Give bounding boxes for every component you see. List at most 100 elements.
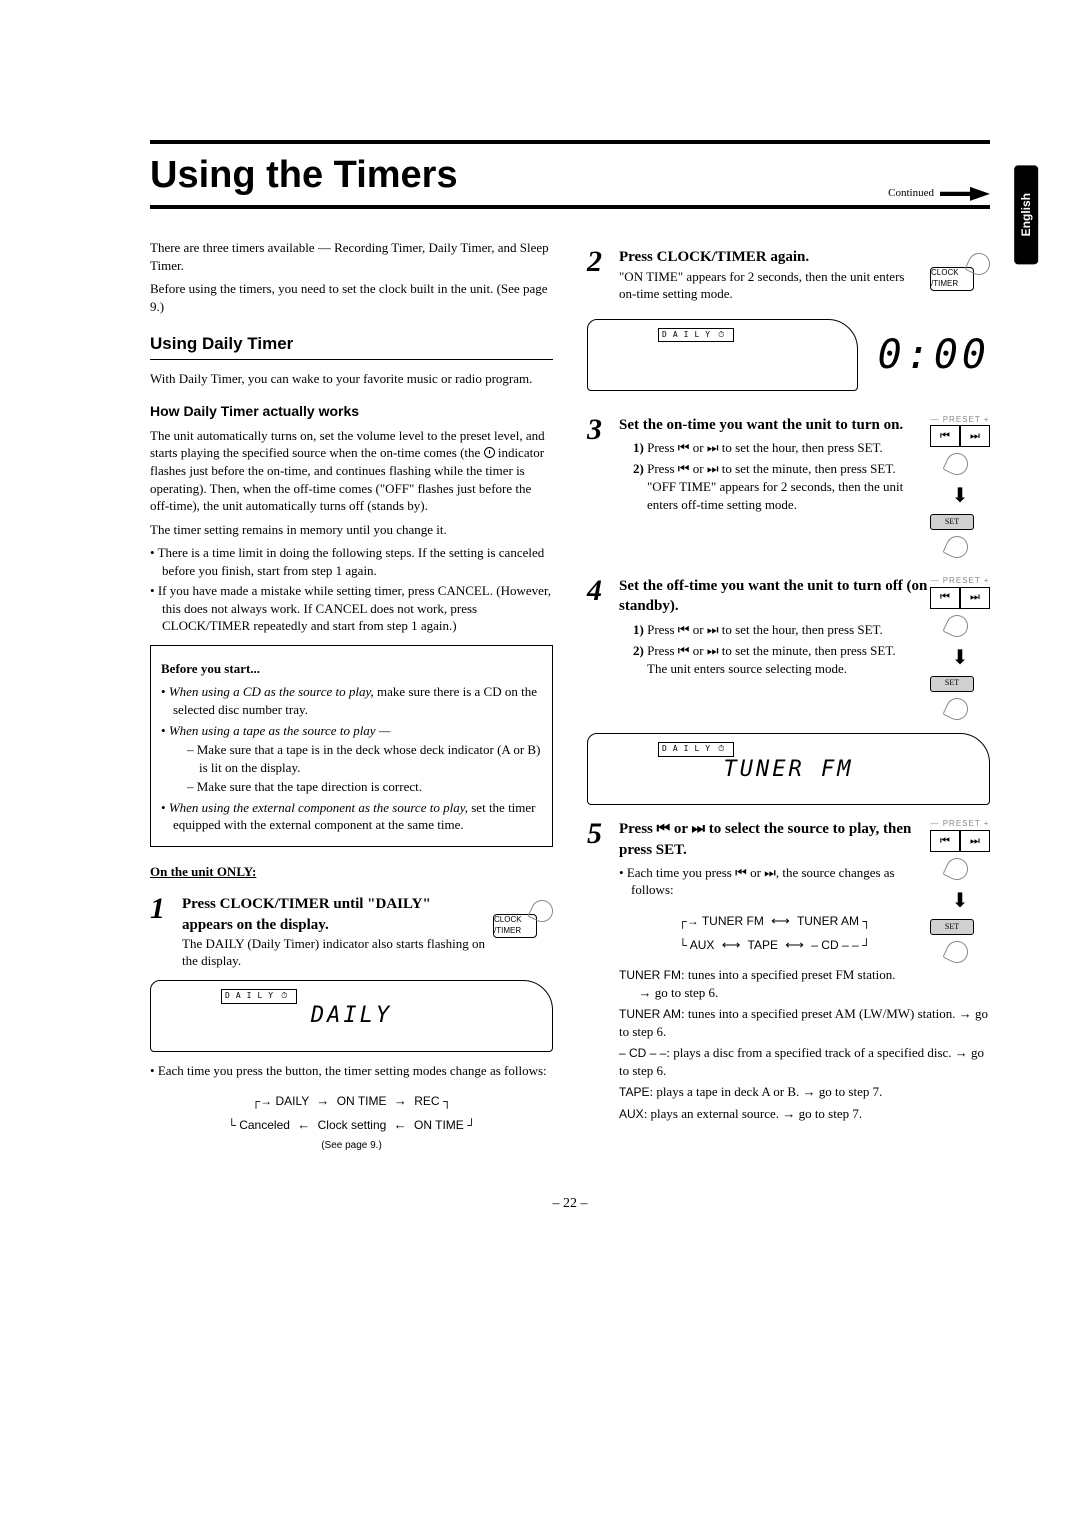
display-panel-tuner: DAILY TUNER FM — [587, 733, 990, 805]
src-aux-goto: go to step 7. — [782, 1106, 862, 1121]
timer-mode-flow: ┌→ DAILY → ON TIME → REC ┐ └ Canceled ← … — [150, 1089, 553, 1154]
box-cd: When using a CD as the source to play, m… — [161, 683, 542, 718]
skip-icon-2: ⏮ or ⏭ — [678, 461, 719, 476]
skip-icon-5h: ⏮ or ⏭ — [657, 821, 705, 837]
box-tape: When using a tape as the source to play … — [161, 722, 542, 796]
finger-icon-5a — [942, 855, 971, 884]
set-button-icon: SET — [930, 514, 974, 530]
src-tape-goto: go to step 7. — [803, 1084, 883, 1099]
flow-rec: REC — [414, 1094, 439, 1108]
src-tam: TUNER AM — [619, 1007, 681, 1021]
src-tfm-txt: : tunes into a specified preset FM stati… — [681, 967, 895, 982]
flow-tam: TUNER AM — [797, 914, 859, 928]
finger-icon-3b — [942, 533, 971, 562]
down-arrow-icon-5: ⬇ — [930, 888, 990, 915]
language-tab: English — [1014, 165, 1038, 264]
preset-label-4: — PRESET + — [930, 576, 990, 587]
box-ext: When using the external component as the… — [161, 799, 542, 834]
section-daily-timer: Using Daily Timer — [150, 333, 553, 360]
daily-intro: With Daily Timer, you can wake to your f… — [150, 370, 553, 388]
unit-only-heading: On the unit ONLY: — [150, 863, 553, 881]
flow-clock: Clock setting — [318, 1118, 387, 1132]
skip-icon-4b: ⏮ or ⏭ — [678, 643, 719, 658]
step-2-number: 2 — [587, 247, 609, 302]
bullet-1: There is a time limit in doing the follo… — [150, 544, 553, 579]
step-5-number: 5 — [587, 819, 609, 1126]
prev-button-icon: ⏮ — [930, 425, 960, 447]
source-descriptions: TUNER FM: tunes into a specified preset … — [619, 966, 990, 1122]
daily-indicator-icon-4: DAILY — [658, 742, 734, 757]
display-tuner-text: TUNER FM — [724, 755, 854, 785]
src-tfm: TUNER FM — [619, 968, 681, 982]
src-tape: TAPE — [619, 1085, 649, 1099]
flow-tape: TAPE — [748, 938, 778, 952]
box-tape-1: Make sure that a tape is in the deck who… — [187, 741, 542, 776]
box-tape-label: When using a tape as the source to play … — [169, 723, 391, 738]
set-button-icon-4: SET — [930, 676, 974, 692]
skip-icon-4a: ⏮ or ⏭ — [678, 622, 719, 637]
preset-set-controls-5: — PRESET + ⏮⏭ ⬇ SET — [930, 819, 990, 966]
step-1-after: Each time you press the button, the time… — [150, 1062, 553, 1080]
step-3: 3 — PRESET + ⏮⏭ ⬇ SET Set the on-time yo… — [587, 415, 990, 562]
src-aux-txt: : plays an external source. — [644, 1106, 783, 1121]
preset-set-controls-4: — PRESET + ⏮⏭ ⬇ SET — [930, 576, 990, 723]
src-tfm-goto: go to step 6. — [639, 985, 719, 1000]
skip-icon: ⏮ or ⏭ — [678, 440, 719, 455]
clock-indicator-icon — [484, 447, 495, 458]
src-cd-txt: : plays a disc from a specified track of… — [666, 1045, 954, 1060]
how-bullets: There is a time limit in doing the follo… — [150, 544, 553, 635]
flow-daily: DAILY — [275, 1094, 309, 1108]
flow-ontime2: ON TIME — [414, 1118, 464, 1132]
finger-icon-4b — [942, 694, 971, 723]
page-title: Using the Timers — [150, 150, 458, 201]
page-number: – 22 – — [150, 1195, 990, 1214]
down-arrow-icon-4: ⬇ — [930, 645, 990, 672]
daily-indicator-icon: DAILY — [221, 989, 297, 1004]
flow-cd: – CD – – — [811, 938, 858, 952]
daily-indicator-icon-2: DAILY — [658, 328, 734, 343]
display-panel-daily: DAILY DAILY — [150, 980, 553, 1052]
step-4: 4 — PRESET + ⏮⏭ ⬇ SET Set the off-time y… — [587, 576, 990, 723]
finger-icon-5b — [942, 937, 971, 966]
continued-arrow-icon — [940, 187, 990, 201]
how-works-body: The unit automatically turns on, set the… — [150, 427, 553, 515]
intro-p1: There are three timers available — Recor… — [150, 239, 553, 274]
finger-icon-4a — [942, 611, 971, 640]
before-you-start-box: Before you start... When using a CD as t… — [150, 645, 553, 847]
step-4-number: 4 — [587, 576, 609, 723]
right-column: 2 CLOCK /TIMER Press CLOCK/TIMER again. … — [587, 233, 990, 1164]
flow-aux: AUX — [690, 938, 715, 952]
intro-p2: Before using the timers, you need to set… — [150, 280, 553, 315]
box-head: Before you start... — [161, 661, 260, 676]
preset-set-controls-3: — PRESET + ⏮⏭ ⬇ SET — [930, 415, 990, 562]
continued-label: Continued — [888, 186, 934, 201]
next-button-icon: ⏭ — [960, 425, 990, 447]
how-works-heading: How Daily Timer actually works — [150, 402, 553, 421]
title-bar: Using the Timers Continued — [150, 140, 990, 209]
flow-note: (See page 9.) — [150, 1137, 553, 1155]
finger-icon-3a — [942, 450, 971, 479]
step-1: 1 CLOCK /TIMER Press CLOCK/TIMER until "… — [150, 894, 553, 970]
step-1-body: The DAILY (Daily Timer) indicator also s… — [182, 935, 553, 970]
how-works-p2: The timer setting remains in memory unti… — [150, 521, 553, 539]
two-column-layout: There are three timers available — Recor… — [150, 233, 990, 1164]
display-time-seg: 0:00 — [878, 328, 990, 382]
src-cd: – CD – – — [619, 1046, 666, 1060]
step-3-number: 3 — [587, 415, 609, 562]
src-tape-txt: : plays a tape in deck A or B. — [649, 1084, 802, 1099]
prev-button-icon-4: ⏮ — [930, 587, 960, 609]
step-2: 2 CLOCK /TIMER Press CLOCK/TIMER again. … — [587, 247, 990, 302]
left-column: There are three timers available — Recor… — [150, 233, 553, 1164]
clock-timer-button-icon: CLOCK /TIMER — [493, 894, 553, 938]
flow-canceled: Canceled — [239, 1118, 290, 1132]
next-button-icon-4: ⏭ — [960, 587, 990, 609]
preset-label-5: — PRESET + — [930, 819, 990, 830]
flow-ontime: ON TIME — [337, 1094, 387, 1108]
bullet-2: If you have made a mistake while setting… — [150, 582, 553, 635]
flow-tfm: TUNER FM — [702, 914, 764, 928]
display-panel-ontime: DAILY — [587, 319, 858, 391]
box-ext-label: When using the external component as the… — [169, 800, 468, 815]
step-5: 5 — PRESET + ⏮⏭ ⬇ SET Press ⏮ or ⏭ to se… — [587, 819, 990, 1126]
clock-timer-button-icon-2: CLOCK /TIMER — [930, 247, 990, 291]
box-tape-2: Make sure that the tape direction is cor… — [187, 778, 542, 796]
